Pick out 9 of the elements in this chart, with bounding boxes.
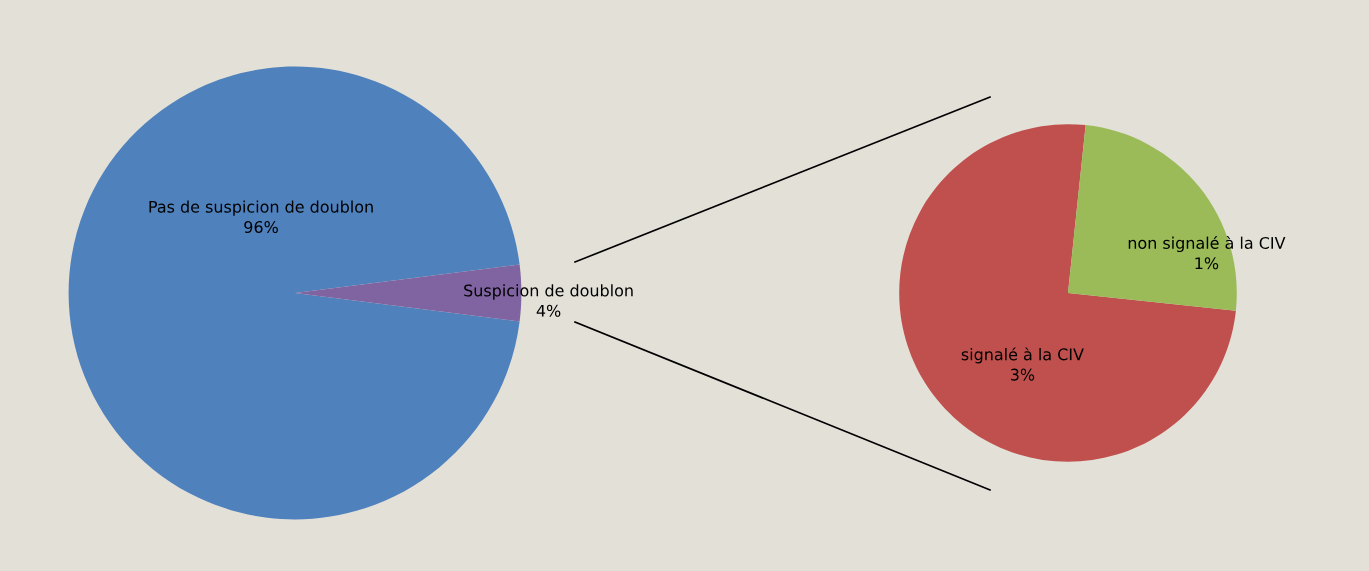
slice-label: non signalé à la CIV [1128,235,1286,253]
data-label: 1% [1195,257,1219,270]
pie-slice [899,124,1236,462]
pie-slice [1068,125,1237,311]
slice-label: signalé à la CIV [961,347,1084,364]
slice-label: Pas de suspicion de doublon [149,200,373,216]
data-label: 3% [1010,368,1035,381]
data-label: 4% [536,304,561,317]
data-label: 96% [244,221,278,234]
